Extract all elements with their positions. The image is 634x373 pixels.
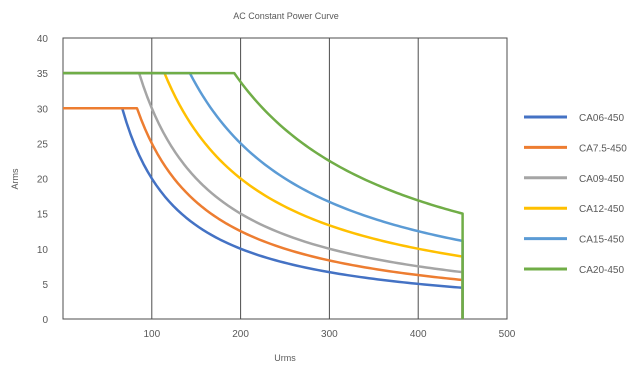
y-tick-labels: 0 5 10 15 20 25 30 35 40: [37, 34, 49, 326]
legend-label-2: CA09-450: [579, 174, 624, 185]
x-tick-label-1: 200: [232, 329, 249, 340]
legend-item-2: CA09-450: [524, 174, 624, 185]
y-axis-label: Arms: [10, 168, 20, 189]
y-tick-label-3: 15: [37, 210, 49, 221]
series-layer: [63, 71, 464, 319]
y-tick-label-7: 35: [37, 69, 49, 80]
x-tick-labels: 100 200 300 400 500: [143, 329, 515, 340]
y-tick-label-0: 0: [42, 315, 48, 326]
y-tick-label-1: 5: [42, 280, 48, 291]
legend-item-4: CA15-450: [524, 235, 624, 246]
legend-label-4: CA15-450: [579, 235, 624, 246]
chart-title: AC Constant Power Curve: [233, 11, 339, 21]
series-line-0: [63, 107, 464, 319]
x-tick-label-0: 100: [143, 329, 160, 340]
legend-label-0: CA06-450: [579, 113, 624, 124]
legend-item-3: CA12-450: [524, 204, 624, 215]
x-axis-label: Urms: [274, 353, 296, 363]
y-tick-label-5: 25: [37, 139, 49, 150]
legend-label-1: CA7.5-450: [579, 143, 627, 154]
y-tick-label-4: 20: [37, 175, 49, 186]
y-tick-label-2: 10: [37, 245, 49, 256]
y-tick-label-6: 30: [37, 104, 49, 115]
series-line-4: [63, 71, 464, 319]
x-tick-label-4: 500: [499, 329, 516, 340]
x-tick-label-3: 400: [410, 329, 427, 340]
series-line-5: [63, 71, 464, 319]
series-line-1: [63, 107, 464, 319]
legend-item-1: CA7.5-450: [524, 143, 627, 154]
series-line-2: [63, 71, 464, 319]
legend-item-0: CA06-450: [524, 113, 624, 124]
legend: CA06-450 CA7.5-450 CA09-450 CA12-450 CA15-45…: [524, 113, 627, 276]
x-tick-label-2: 300: [321, 329, 338, 340]
legend-label-3: CA12-450: [579, 204, 624, 215]
legend-item-5: CA20-450: [524, 265, 624, 276]
series-line-3: [63, 71, 464, 319]
y-tick-label-8: 40: [37, 34, 49, 45]
legend-label-5: CA20-450: [579, 265, 624, 276]
